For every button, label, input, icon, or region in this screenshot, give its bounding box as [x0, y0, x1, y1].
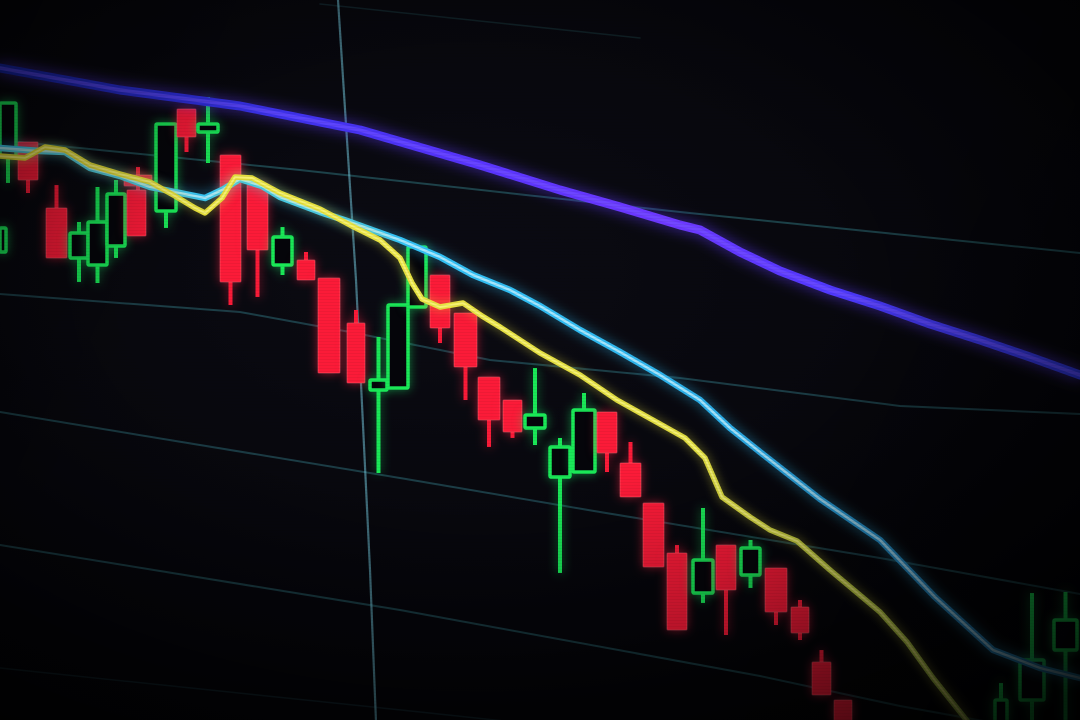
bearish-candle — [666, 545, 688, 631]
bullish-candle — [386, 303, 410, 390]
bearish-candle — [176, 108, 197, 152]
bullish-candle — [105, 180, 127, 258]
bullish-candle — [368, 337, 389, 473]
bearish-candle — [790, 600, 810, 640]
bullish-candle — [1018, 593, 1046, 720]
bearish-candle — [453, 312, 478, 400]
gridline-diagonal-6 — [0, 667, 502, 720]
bearish-candle — [715, 544, 737, 635]
bullish-candle — [691, 508, 715, 603]
bullish-candle — [571, 393, 597, 474]
bearish-candle — [642, 502, 665, 568]
gridline-diagonal-4 — [0, 411, 1080, 595]
bearish-candle — [833, 699, 853, 720]
bullish-candle — [68, 222, 90, 282]
bullish-candle — [523, 368, 547, 445]
bearish-candle — [477, 376, 501, 447]
bullish-candle — [0, 226, 8, 254]
bullish-candle — [0, 101, 18, 183]
bearish-candle — [596, 411, 618, 472]
bullish-candle — [271, 227, 294, 275]
bullish-candle — [1052, 592, 1079, 720]
bullish-candle — [993, 683, 1009, 720]
bearish-candle — [502, 399, 523, 438]
bearish-candle — [126, 189, 147, 237]
ma-slow-purple-line — [0, 63, 1080, 380]
bearish-candle — [619, 442, 642, 498]
gridline-diagonal-5 — [0, 544, 984, 720]
bearish-candle — [811, 650, 832, 696]
gridline-diagonal-1 — [319, 3, 641, 39]
bearish-candle — [317, 277, 341, 374]
bearish-candle — [45, 185, 68, 259]
bullish-candle — [739, 540, 762, 588]
bearish-candle — [764, 567, 788, 625]
bearish-candle — [296, 252, 316, 281]
bearish-candle — [346, 310, 366, 384]
bullish-candle — [154, 122, 178, 228]
bullish-candle — [86, 187, 109, 283]
ma-mid-cyan-line — [0, 144, 1080, 682]
bearish-candle — [246, 184, 269, 297]
